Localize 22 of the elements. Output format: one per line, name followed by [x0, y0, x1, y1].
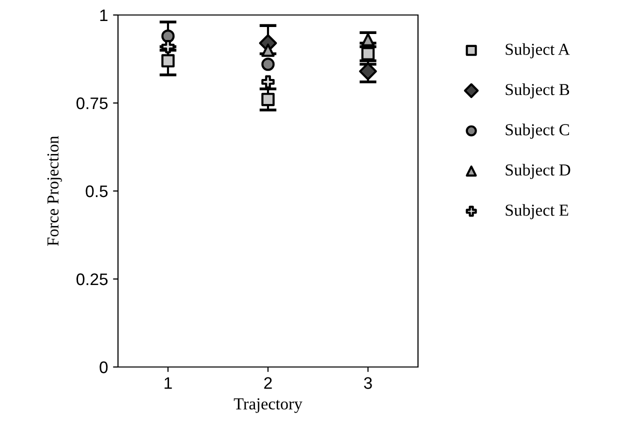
legend-label: Subject C: [506, 124, 570, 139]
y-tick-label: 0.25: [76, 273, 108, 286]
point: [161, 29, 175, 43]
point: [161, 40, 175, 54]
y-tick-label: 1: [100, 10, 108, 22]
point: [261, 44, 275, 57]
point: [261, 92, 275, 106]
legend-label: Subject D: [506, 164, 570, 179]
point: [261, 58, 275, 71]
legend-label: Subject E: [506, 204, 568, 220]
point: [161, 54, 175, 68]
y-axis-title: Force Projection: [47, 136, 62, 246]
y-tick-label: 0: [100, 361, 108, 374]
legend-label: Subject A: [506, 43, 570, 58]
y-tick-label: 0.75: [76, 97, 108, 110]
x-tick-label: 3: [364, 377, 372, 389]
point: [261, 75, 275, 89]
y-tick-label: 0.5: [86, 185, 108, 198]
x-tick-label: 1: [164, 377, 172, 389]
legend-label: Subject B: [506, 83, 570, 99]
x-tick-label: 2: [264, 377, 272, 389]
x-axis-title: Trajectory: [234, 398, 302, 413]
